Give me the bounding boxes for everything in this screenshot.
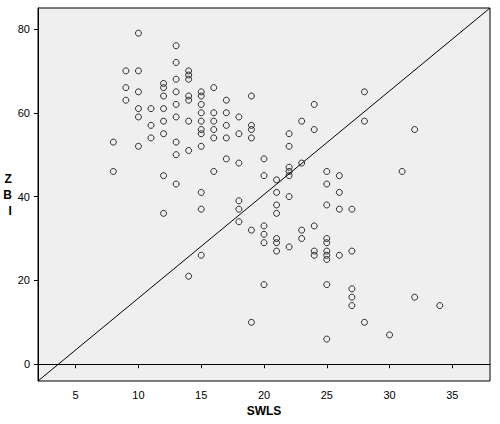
svg-text:20: 20: [18, 274, 30, 286]
svg-text:Z: Z: [5, 172, 12, 186]
svg-text:10: 10: [132, 389, 144, 401]
svg-text:35: 35: [446, 389, 458, 401]
svg-text:25: 25: [321, 389, 333, 401]
svg-text:B: B: [3, 188, 12, 202]
svg-text:80: 80: [18, 23, 30, 35]
svg-text:40: 40: [18, 191, 30, 203]
svg-text:20: 20: [258, 389, 270, 401]
svg-text:I: I: [9, 204, 12, 218]
svg-text:15: 15: [195, 389, 207, 401]
svg-text:60: 60: [18, 107, 30, 119]
svg-text:5: 5: [73, 389, 79, 401]
svg-text:SWLS: SWLS: [247, 404, 282, 418]
svg-text:30: 30: [383, 389, 395, 401]
svg-text:0: 0: [24, 358, 30, 370]
